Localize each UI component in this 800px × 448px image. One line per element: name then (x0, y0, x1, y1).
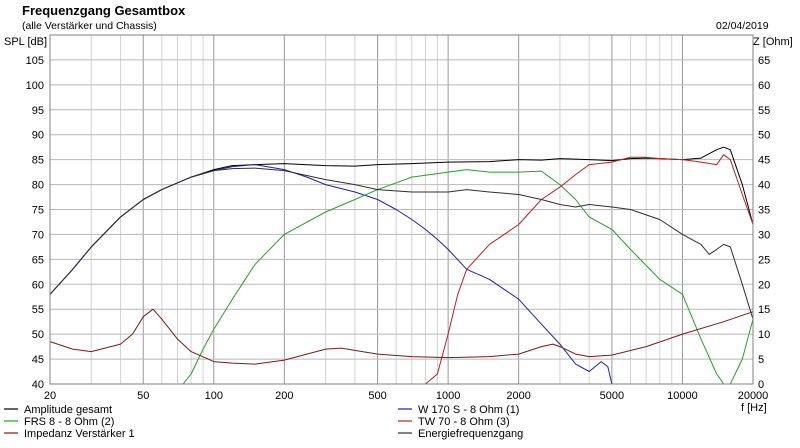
series-line-5 (49, 308, 754, 365)
y-tick-label-right: 25 (758, 254, 770, 266)
series-lines (49, 146, 754, 385)
x-tick-label: 100 (205, 390, 223, 402)
y-tick-label-right: 35 (758, 205, 770, 217)
x-tick-label: 500 (368, 390, 386, 402)
y-tick-label-left: 105 (26, 55, 44, 67)
y-tick-label-right: 20 (758, 279, 770, 291)
legend-label: TW 70 - 8 Ohm (3) (418, 416, 510, 428)
y-tick-label-right: 40 (758, 180, 770, 192)
y-tick-label-left: 95 (32, 105, 44, 117)
chart-title: Frequenzgang Gesamtbox (22, 3, 186, 18)
series-line-3 (182, 169, 754, 385)
y-tick-label-right: 5 (758, 354, 764, 366)
x-tick-label: 200 (275, 390, 293, 402)
y-tick-label-right: 0 (758, 379, 764, 391)
legend-label: W 170 S - 8 Ohm (1) (418, 404, 519, 416)
series-line-4 (425, 154, 754, 385)
y-tick-label-right: 50 (758, 130, 770, 142)
x-tick-label: 1000 (436, 390, 460, 402)
y-tick-label-left: 40 (32, 379, 44, 391)
y-tick-label-left: 75 (32, 205, 44, 217)
chart-date: 02/04/2019 (716, 20, 769, 32)
y-tick-label-right: 30 (758, 229, 770, 241)
y-tick-label-right: 65 (758, 55, 770, 67)
x-tick-label: 20 (44, 390, 56, 402)
y-axis-left-label: SPL [dB] (4, 36, 47, 48)
x-axis-label: f [Hz] (741, 402, 767, 414)
x-tick-label: 10000 (667, 390, 698, 402)
plot-frame (49, 34, 754, 385)
y-tick-label-left: 50 (32, 329, 44, 341)
y-tick-label-right: 60 (758, 80, 770, 92)
x-tick-label: 20000 (738, 390, 769, 402)
y-tick-label-left: 80 (32, 180, 44, 192)
y-tick-label-left: 90 (32, 130, 44, 142)
y-tick-label-left: 85 (32, 155, 44, 167)
y-tick-label-left: 65 (32, 254, 44, 266)
legend-label: Impedanz Verstärker 1 (24, 428, 135, 440)
y-tick-label-right: 10 (758, 329, 770, 341)
y-tick-label-left: 100 (26, 80, 44, 92)
series-line-6 (49, 167, 754, 320)
chart-subtitle: (alle Verstärker und Chassis) (22, 20, 157, 32)
y-axis-right-label: Z [Ohm] (753, 36, 793, 48)
y-tick-label-left: 60 (32, 279, 44, 291)
x-tick-label: 2000 (506, 390, 530, 402)
legend-label: Amplitude gesamt (24, 404, 112, 416)
legend-label: FRS 8 - 8 Ohm (2) (24, 416, 114, 428)
legend-label: Energiefrequenzgang (418, 428, 523, 440)
y-tick-label-right: 55 (758, 105, 770, 117)
tick-labels: 20 50 100 200 500 1000 2000 5000 10000 2000040455… (26, 55, 771, 402)
y-tick-label-right: 15 (758, 304, 770, 316)
y-tick-label-left: 45 (32, 354, 44, 366)
x-tick-label: 5000 (600, 390, 624, 402)
x-tick-label: 50 (137, 390, 149, 402)
y-tick-label-right: 45 (758, 155, 770, 167)
y-tick-label-left: 55 (32, 304, 44, 316)
legend: Amplitude gesamt W 170 S - 8 Ohm (1) FRS 8… (4, 404, 523, 440)
y-tick-label-left: 70 (32, 229, 44, 241)
grid (50, 34, 753, 385)
